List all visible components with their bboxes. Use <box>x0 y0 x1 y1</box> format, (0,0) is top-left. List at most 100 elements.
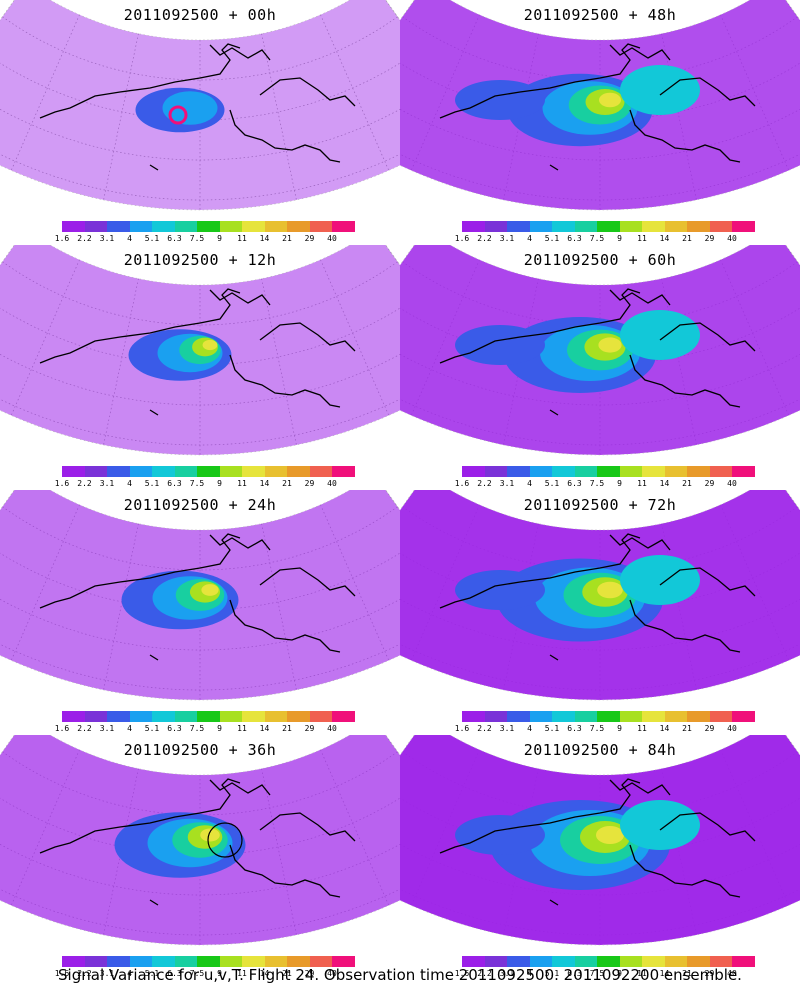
colorbar-swatch <box>197 466 220 477</box>
colorbar-tick-label: 3.1 <box>499 479 515 488</box>
colorbar-tick-label: 29 <box>304 479 315 488</box>
colorbar-tick-label: 4 <box>527 479 532 488</box>
colorbar <box>462 466 755 477</box>
colorbar-tick-label: 40 <box>727 479 737 488</box>
map-panel-p84: 2011092500 + 84h 1.6 2.2 3.1 4 5.1 6.3 7.5 9 11 14… <box>400 735 800 980</box>
map-panel-p00: 2011092500 + 00h 1.6 2.2 3.1 4 5.1 6.3 7.5 9 11 14… <box>0 0 400 245</box>
coastlines <box>439 778 756 906</box>
colorbar-swatch <box>574 466 597 477</box>
colorbar-swatch <box>709 221 732 232</box>
colorbar <box>462 711 755 722</box>
colorbar-ticks: 1.6 2.2 3.1 4 5.1 6.3 7.5 9 11 14 21 29 40 <box>455 969 755 979</box>
colorbar-swatch <box>107 466 130 477</box>
colorbar-swatch <box>287 466 310 477</box>
panel-title: 2011092500 + 12h <box>123 251 277 269</box>
colorbar-tick-label: 6.3 <box>167 724 182 733</box>
colorbar-swatch <box>84 221 107 232</box>
colorbar-tick-label: 1.6 <box>454 479 470 488</box>
colorbar-swatch <box>107 711 130 722</box>
colorbar-swatch <box>309 221 332 232</box>
colorbar-swatch <box>152 711 175 722</box>
colorbar-tick-label: 7.5 <box>189 969 205 978</box>
map-panel-p12: 2011092500 + 12h 1.6 2.2 3.1 4 5.1 6.3 7.5 9 11 14… <box>0 245 400 490</box>
colorbar-tick-label: 40 <box>327 234 337 243</box>
colorbar-swatch <box>732 711 755 722</box>
colorbar-tick-label: 5.1 <box>144 234 160 243</box>
colorbar-swatch <box>152 221 175 232</box>
colorbar-swatch <box>529 711 552 722</box>
variance-field <box>400 245 800 455</box>
colorbar-swatch <box>507 956 530 967</box>
colorbar-swatch <box>174 956 197 967</box>
map-panel-p24: 2011092500 + 24h 1.6 2.2 3.1 4 5.1 6.3 7.5 9 11 14… <box>0 490 400 735</box>
colorbar-swatch <box>574 711 597 722</box>
colorbar-tick-label: 21 <box>282 479 292 488</box>
colorbar-swatch <box>619 711 642 722</box>
colorbar-tick-label: 6.3 <box>567 724 582 733</box>
colorbar-swatch <box>219 711 242 722</box>
colorbar-tick-label: 5.1 <box>144 969 160 978</box>
colorbar-tick-label: 5.1 <box>544 479 560 488</box>
colorbar-tick-label: 1.6 <box>454 234 470 243</box>
coastlines <box>439 43 756 171</box>
colorbar-ticks: 1.6 2.2 3.1 4 5.1 6.3 7.5 9 11 14 21 29 40 <box>455 479 755 489</box>
colorbar-tick-label: 11 <box>237 234 247 243</box>
colorbar-tick-label: 7.5 <box>589 969 605 978</box>
colorbar-swatch <box>309 466 332 477</box>
colorbar-swatch <box>664 221 687 232</box>
map-plot <box>0 490 400 701</box>
colorbar-swatch <box>529 466 552 477</box>
colorbar <box>62 711 355 722</box>
map-panel-p60: 2011092500 + 60h 1.6 2.2 3.1 4 5.1 6.3 7.5 9 11 14… <box>400 245 800 490</box>
colorbar-tick-label: 21 <box>282 234 292 243</box>
map-plot <box>0 735 400 946</box>
map-plot <box>400 735 800 946</box>
colorbar-swatch <box>309 956 332 967</box>
colorbar-tick-label: 4 <box>527 234 532 243</box>
colorbar-tick-label: 14 <box>259 969 270 978</box>
colorbar-swatch <box>242 956 265 967</box>
colorbar-tick-label: 2.2 <box>477 479 492 488</box>
colorbar-swatch <box>107 221 130 232</box>
colorbar-swatch <box>84 711 107 722</box>
colorbar-tick-label: 14 <box>259 724 270 733</box>
colorbar-tick-label: 29 <box>304 969 315 978</box>
colorbar-tick-label: 21 <box>682 479 692 488</box>
colorbar-swatch <box>732 221 755 232</box>
colorbar-tick-label: 4 <box>127 479 132 488</box>
colorbar-swatch <box>287 711 310 722</box>
colorbar-swatch <box>197 221 220 232</box>
colorbar-swatch <box>687 466 710 477</box>
colorbar-tick-label: 3.1 <box>99 969 115 978</box>
map-panel-p72: 2011092500 + 72h 1.6 2.2 3.1 4 5.1 6.3 7.5 9 11 14… <box>400 490 800 735</box>
colorbar-tick-label: 40 <box>327 724 337 733</box>
colorbar-tick-label: 11 <box>237 724 247 733</box>
colorbar-tick-label: 29 <box>704 724 715 733</box>
coastlines <box>39 533 356 661</box>
colorbar-swatch <box>552 956 575 967</box>
colorbar-swatch <box>642 956 665 967</box>
colorbar-tick-label: 9 <box>217 969 222 978</box>
variance-field <box>400 735 800 945</box>
colorbar-tick-label: 14 <box>259 479 270 488</box>
colorbar-tick-label: 7.5 <box>589 479 605 488</box>
colorbar-swatch <box>264 466 287 477</box>
colorbar-swatch <box>529 956 552 967</box>
colorbar-tick-label: 6.3 <box>567 479 582 488</box>
variance-field <box>0 245 400 455</box>
colorbar-tick-label: 7.5 <box>189 724 205 733</box>
colorbar-swatch <box>507 221 530 232</box>
colorbar-tick-label: 3.1 <box>99 479 115 488</box>
colorbar <box>62 466 355 477</box>
colorbar-tick-label: 11 <box>237 479 247 488</box>
colorbar-swatch <box>264 711 287 722</box>
colorbar-swatch <box>264 221 287 232</box>
colorbar-swatch <box>152 956 175 967</box>
colorbar-tick-label: 11 <box>637 234 647 243</box>
colorbar-swatch <box>709 711 732 722</box>
colorbar-tick-label: 5.1 <box>144 724 160 733</box>
colorbar-swatch <box>552 466 575 477</box>
colorbar-swatch <box>129 466 152 477</box>
colorbar-tick-label: 1.6 <box>54 479 70 488</box>
colorbar-tick-label: 4 <box>127 969 132 978</box>
